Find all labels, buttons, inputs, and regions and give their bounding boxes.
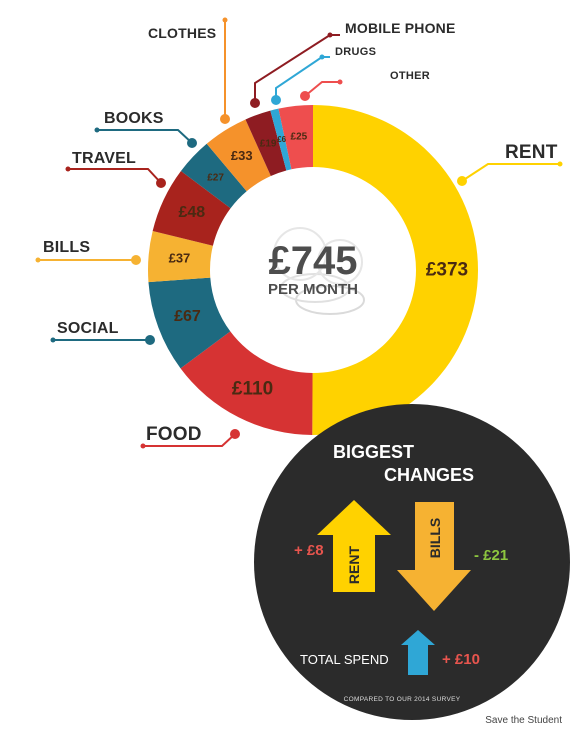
total-spend-label: TOTAL SPEND <box>300 652 389 667</box>
legend-label-clothes: CLOTHES <box>148 25 216 41</box>
donut-segment-food <box>180 331 313 435</box>
segment-value-books: £27 <box>207 173 224 184</box>
legend-label-food: FOOD <box>146 424 202 445</box>
rent-change-value: + £8 <box>294 542 324 559</box>
bills-change-value: - £21 <box>474 547 508 564</box>
legend-label-other: OTHER <box>390 70 430 82</box>
donut-segment-social <box>148 277 231 369</box>
rent-arrow-label: RENT <box>346 546 362 585</box>
donut-segment-clothes <box>206 119 271 192</box>
rent-up-arrow-icon <box>317 500 391 592</box>
coin-stack-icon <box>273 227 365 315</box>
legend-label-bills: BILLS <box>43 239 90 256</box>
per-month-label: PER MONTH <box>268 281 358 298</box>
total-monthly-spend: £745 <box>269 239 358 283</box>
legend-label-mobile-phone: MOBILE PHONE <box>345 20 456 36</box>
segment-value-clothes: £33 <box>231 148 253 163</box>
segment-value-bills: £37 <box>169 250 191 265</box>
biggest-changes-title-2: CHANGES <box>384 465 474 485</box>
donut-segment-bills <box>148 231 213 283</box>
donut-segment-drugs <box>270 108 292 171</box>
legend-label-social: SOCIAL <box>57 320 119 337</box>
donut-segment-rent <box>312 105 479 436</box>
donut-segment-mobile-phone <box>245 110 287 177</box>
bills-down-arrow-icon <box>397 502 471 611</box>
source-credit: Save the Student <box>485 715 562 726</box>
donut-segment-other <box>278 105 313 170</box>
bills-arrow-label: BILLS <box>427 518 443 558</box>
segment-value-social: £67 <box>174 308 201 325</box>
donut-segment-labels: £373 £110 £67 £37 £48 £27 £33 £19 £6 £25 <box>169 131 469 399</box>
legend-label-books: BOOKS <box>104 110 164 127</box>
segment-value-rent: £373 <box>426 259 468 280</box>
biggest-changes-title-1: BIGGEST <box>333 442 414 462</box>
segment-value-drugs: £6 <box>277 135 286 144</box>
donut-segments <box>148 105 479 436</box>
survey-footnote: COMPARED TO OUR 2014 SURVEY <box>344 696 461 703</box>
callout-lines <box>35 17 563 449</box>
donut-segment-books <box>180 143 247 209</box>
total-spend-change-value: + £10 <box>442 651 480 668</box>
segment-value-food: £110 <box>232 379 273 400</box>
donut-segment-travel <box>152 171 231 246</box>
legend-label-travel: TRAVEL <box>72 150 136 167</box>
segment-value-travel: £48 <box>178 204 205 221</box>
legend-label-rent: RENT <box>505 142 558 163</box>
segment-value-other: £25 <box>291 131 308 142</box>
biggest-changes-panel: BIGGEST CHANGES RENT + £8 BILLS - £21 TO… <box>254 404 570 720</box>
total-spend-up-arrow-icon <box>401 630 435 675</box>
segment-value-mobile-phone: £19 <box>260 138 277 149</box>
legend-label-drugs: DRUGS <box>335 46 376 58</box>
